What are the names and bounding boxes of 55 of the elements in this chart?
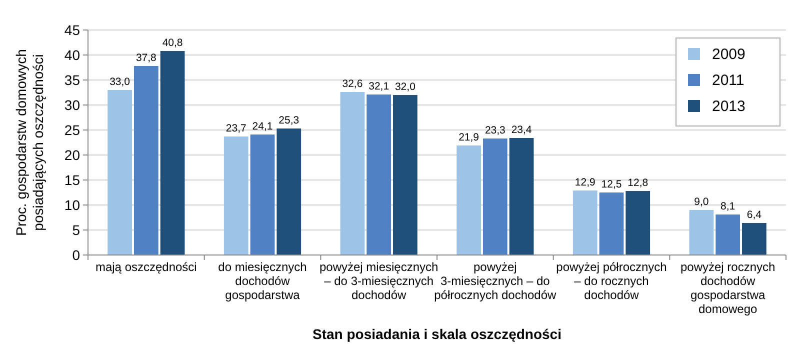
x-tick-label: mają oszczędności	[95, 260, 197, 274]
x-axis-title: Stan posiadania i skala oszczędności	[312, 326, 562, 342]
y-tick-label: 35	[64, 72, 80, 88]
bar	[393, 95, 418, 255]
x-tick-label: powyżej rocznych dochodów gospodarstwa domowego	[680, 260, 776, 316]
data-label: 23,3	[484, 124, 506, 136]
bar	[689, 210, 714, 255]
bar	[134, 66, 158, 255]
bar	[366, 94, 392, 255]
data-label: 33,0	[110, 76, 130, 88]
y-tick-label: 15	[64, 172, 80, 188]
data-label: 9,0	[694, 196, 709, 208]
bar	[716, 214, 740, 255]
y-tick-label: 5	[72, 222, 80, 238]
data-label: 21,9	[458, 132, 480, 144]
x-tick-label: powyżej półrocznych – do rocznych dochodów	[556, 260, 667, 302]
data-label: 40,8	[162, 37, 183, 49]
y-tick-label: 20	[64, 147, 80, 163]
y-tick-label: 30	[64, 97, 80, 113]
y-tick-label: 25	[64, 122, 80, 138]
data-label: 32,1	[368, 80, 390, 92]
data-label: 32,0	[394, 81, 416, 93]
bar	[224, 136, 248, 255]
bar	[599, 192, 624, 255]
data-label: 6,4	[746, 209, 762, 221]
data-label: 25,3	[278, 114, 300, 126]
legend-label: 2011	[712, 72, 744, 89]
data-label: 23,4	[511, 124, 532, 136]
data-label: 24,1	[252, 120, 273, 132]
bar	[626, 191, 650, 255]
data-label: 23,7	[226, 122, 247, 134]
y-axis-title: Proc. gospodarstw domowych posiadających oszczędności	[13, 49, 46, 236]
bar	[160, 51, 185, 255]
data-label: 8,1	[720, 200, 736, 212]
data-label: 12,9	[574, 176, 596, 188]
y-tick-label: 0	[72, 247, 80, 263]
legend-label: 2009	[712, 46, 746, 63]
data-label: 37,8	[136, 52, 157, 64]
legend-label: 2013	[712, 98, 746, 115]
bar	[742, 223, 766, 255]
bar	[108, 90, 132, 255]
y-tick-label: 45	[64, 22, 80, 38]
bar	[509, 138, 534, 255]
data-label: 32,6	[342, 78, 363, 90]
data-label: 12,5	[601, 178, 622, 190]
data-label: 12,8	[628, 177, 648, 189]
bar	[456, 146, 481, 255]
bar	[482, 138, 508, 255]
bar	[276, 128, 302, 255]
x-tick-label: do miesięcznych dochodów gospodarstwa	[218, 260, 307, 302]
bar	[250, 134, 275, 255]
bar	[572, 190, 598, 255]
y-tick-label: 40	[64, 47, 80, 63]
bar	[340, 92, 365, 255]
y-tick-label: 10	[64, 197, 80, 213]
